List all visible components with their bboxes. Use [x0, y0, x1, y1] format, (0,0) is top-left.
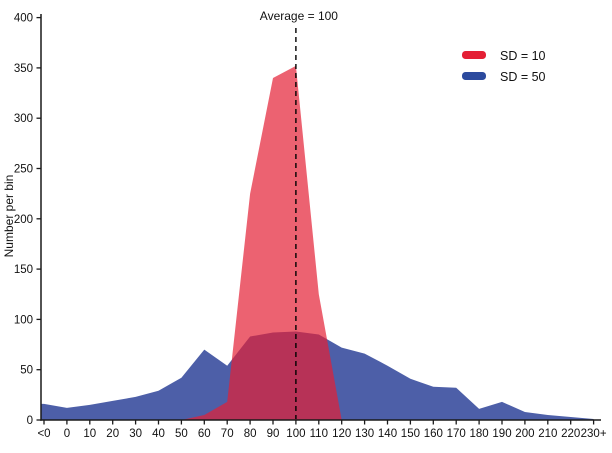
x-tick-label: 10 [83, 428, 96, 440]
x-tick-label: 110 [310, 428, 328, 440]
area-series-group [41, 65, 594, 421]
x-tick-label: 150 [401, 428, 420, 440]
x-tick-label: 160 [424, 428, 443, 440]
x-tick-label: 40 [152, 428, 165, 440]
x-tick-label: 90 [267, 428, 280, 440]
y-tick-label: 350 [14, 63, 33, 75]
x-tick-label: 0 [64, 428, 70, 440]
y-tick-label: 0 [27, 415, 33, 427]
x-tick-label: 60 [198, 428, 211, 440]
x-tick-label: 220 [561, 428, 580, 440]
x-tick-label: 70 [221, 428, 234, 440]
x-tick-label: 100 [286, 428, 305, 440]
x-tick-label: 20 [106, 428, 119, 440]
x-tick-label: 130 [355, 428, 374, 440]
x-tick-label: 140 [378, 428, 397, 440]
x-tick-label: 210 [538, 428, 557, 440]
y-tick-label: 400 [14, 13, 33, 25]
x-tick-label: 190 [492, 428, 511, 440]
legend-swatch-sd50 [462, 72, 486, 80]
x-tick-label: 80 [244, 428, 257, 440]
legend-swatch-sd10 [462, 51, 486, 59]
y-tick-label: 300 [14, 113, 33, 125]
average-annotation: Average = 100 [260, 9, 339, 23]
y-axis-title: Number per bin [2, 175, 16, 258]
x-tick-label: 230+ [581, 428, 607, 440]
y-tick-label: 200 [14, 214, 33, 226]
legend: SD = 10 SD = 50 [462, 49, 546, 84]
x-tick-label: 30 [129, 428, 142, 440]
x-tick-label: 180 [470, 428, 489, 440]
x-tick-label: 50 [175, 428, 188, 440]
y-tick-label: 50 [20, 365, 33, 377]
y-tick-label: 150 [14, 264, 33, 276]
x-tick-label: 200 [515, 428, 534, 440]
y-tick-label: 100 [14, 314, 33, 326]
area-sd-10 [41, 65, 594, 421]
x-tick-label: <0 [37, 428, 50, 440]
y-tick-label: 250 [14, 164, 33, 176]
x-tick-label: 120 [332, 428, 351, 440]
legend-label-sd10: SD = 10 [500, 49, 546, 63]
y-axis-ticks: 0 50 100 150 200 250 300 350 400 [14, 13, 41, 427]
x-axis-ticks: <0 0 10 20 30 40 50 60 70 80 90 100 110 120 130 140 150 1… [37, 420, 607, 440]
x-tick-label: 170 [447, 428, 466, 440]
legend-label-sd50: SD = 50 [500, 70, 546, 84]
